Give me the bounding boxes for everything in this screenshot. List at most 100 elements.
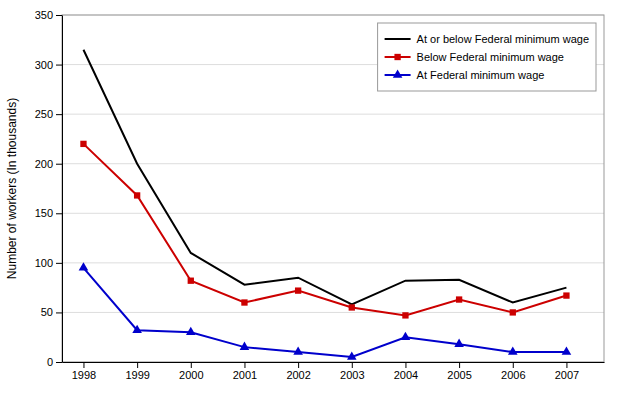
chart: 1998199920002001200220032004200520062007… xyxy=(0,0,622,394)
legend-item: At or below Federal minimum wage xyxy=(385,33,589,45)
plot: 1998199920002001200220032004200520062007… xyxy=(35,9,605,381)
tick: 0 xyxy=(47,356,62,368)
tick-label: 0 xyxy=(47,356,53,368)
tick-label: 2002 xyxy=(286,369,310,381)
tick-mark xyxy=(513,362,514,368)
tick-mark xyxy=(459,362,460,368)
tick-mark xyxy=(191,362,192,368)
legend-swatch xyxy=(385,38,411,40)
tick-label: 1998 xyxy=(72,369,96,381)
tick: 350 xyxy=(35,9,62,21)
tick-mark xyxy=(56,263,62,264)
tick: 50 xyxy=(41,306,62,318)
marks xyxy=(79,50,572,360)
series-marker xyxy=(454,339,464,347)
tick-mark xyxy=(352,362,353,368)
grid-line xyxy=(62,312,604,313)
tick-mark xyxy=(244,362,245,368)
tick: 2000 xyxy=(179,362,203,381)
tick: 100 xyxy=(35,257,62,269)
tick-mark xyxy=(137,362,138,368)
axis-domain xyxy=(63,362,605,363)
tick-label: 50 xyxy=(41,306,53,318)
legend-label: At Federal minimum wage xyxy=(417,69,545,81)
series-marker xyxy=(402,312,408,318)
tick-mark xyxy=(56,65,62,66)
tick-label: 300 xyxy=(35,59,53,71)
tick-label: 100 xyxy=(35,257,53,269)
grid-line xyxy=(62,114,604,115)
tick: 150 xyxy=(35,207,62,219)
series-marker xyxy=(562,347,572,355)
series-marker xyxy=(563,292,569,298)
series-marker xyxy=(132,325,142,333)
tick: 2002 xyxy=(286,362,310,381)
series-marker xyxy=(456,296,462,302)
tick: 250 xyxy=(35,108,62,120)
tick-label: 2007 xyxy=(555,369,579,381)
tick-mark xyxy=(298,362,299,368)
series-marker xyxy=(349,304,355,310)
tick-mark xyxy=(566,362,567,368)
tick-label: 2004 xyxy=(394,369,418,381)
legend-label: At or below Federal minimum wage xyxy=(417,33,589,45)
tick: 1999 xyxy=(125,362,149,381)
tick-label: 200 xyxy=(35,158,53,170)
legend-item: Below Federal minimum wage xyxy=(385,51,564,63)
tick: 2007 xyxy=(555,362,579,381)
tick-mark xyxy=(56,15,62,16)
grid-line xyxy=(62,163,604,164)
tick-mark xyxy=(56,213,62,214)
plot-frame xyxy=(62,15,604,362)
series-line xyxy=(83,268,566,357)
tick: 200 xyxy=(35,158,62,170)
legend-box xyxy=(378,23,596,91)
series-marker xyxy=(347,351,357,359)
series-marker xyxy=(186,327,196,335)
tick: 2003 xyxy=(340,362,364,381)
series-marker xyxy=(188,278,194,284)
series-marker xyxy=(134,192,140,198)
legend-marker xyxy=(394,54,400,60)
axis-domain xyxy=(62,16,63,363)
legend-item: At Federal minimum wage xyxy=(385,69,545,81)
series-marker xyxy=(510,309,516,315)
tick: 300 xyxy=(35,59,62,71)
series-marker xyxy=(240,342,250,350)
legend: At or below Federal minimum wage Below Fe… xyxy=(378,23,596,91)
series-marker xyxy=(508,347,518,355)
grid xyxy=(62,15,604,362)
tick: 2001 xyxy=(233,362,257,381)
legend-label: Below Federal minimum wage xyxy=(417,51,564,63)
legend-marker xyxy=(393,69,403,77)
series-marker xyxy=(401,332,411,340)
tick-mark xyxy=(56,164,62,165)
series-marker xyxy=(293,347,303,355)
series-marker xyxy=(79,262,89,270)
tick: 2006 xyxy=(501,362,525,381)
tick-label: 1999 xyxy=(125,369,149,381)
y-axis: 0 50 100 150 200 250 300 350 xyxy=(35,9,63,368)
x-axis: 1998 1999 2000 2001 2002 2003 2004 2005 2006 2007 xyxy=(63,362,605,381)
series-marker xyxy=(80,141,86,147)
grid-line xyxy=(62,262,604,263)
tick-mark xyxy=(83,362,84,368)
tick-label: 350 xyxy=(35,9,53,21)
tick-label: 250 xyxy=(35,108,53,120)
series-marker xyxy=(295,287,301,293)
tick-mark xyxy=(56,362,62,363)
y-axis-title: Number of workers (In thousands) xyxy=(5,98,19,279)
series-line xyxy=(83,144,566,316)
tick-label: 2003 xyxy=(340,369,364,381)
tick-label: 2005 xyxy=(447,369,471,381)
tick-label: 150 xyxy=(35,207,53,219)
tick-mark xyxy=(56,114,62,115)
grid-line xyxy=(62,213,604,214)
tick-label: 2000 xyxy=(179,369,203,381)
tick-mark xyxy=(405,362,406,368)
tick: 2004 xyxy=(394,362,418,381)
series-marker xyxy=(241,299,247,305)
tick-mark xyxy=(56,312,62,313)
tick: 2005 xyxy=(447,362,471,381)
tick-label: 2001 xyxy=(233,369,257,381)
